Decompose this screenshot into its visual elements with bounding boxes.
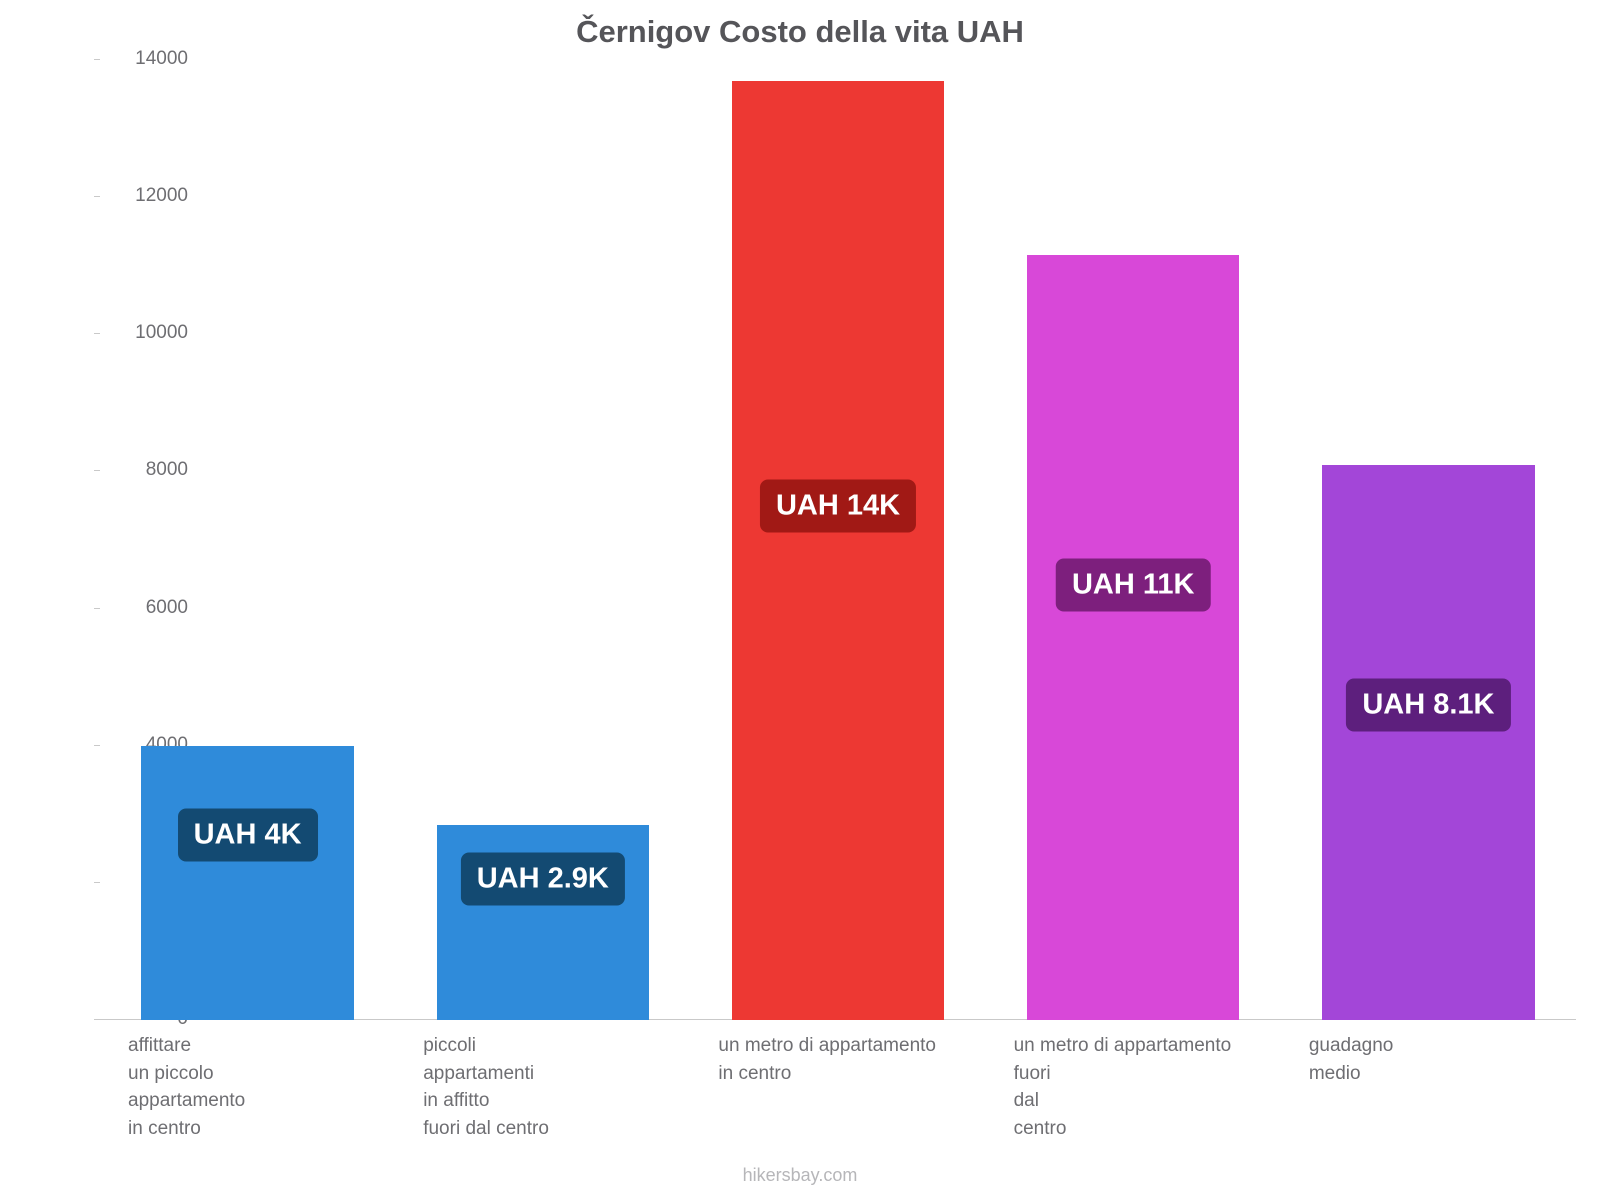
bar-value-label: UAH 4K [178, 808, 318, 861]
bar-sqm-outside [1027, 255, 1240, 1020]
cost-of-living-chart: Černigov Costo della vita UAH 0200040006… [0, 0, 1600, 1200]
x-label: affittare un piccolo appartamento in cen… [100, 1032, 395, 1142]
bar-sqm-center [732, 81, 945, 1020]
x-label: piccoli appartamenti in affitto fuori da… [395, 1032, 690, 1142]
bar-slot: UAH 2.9K [395, 60, 690, 1020]
bar-value-label: UAH 8.1K [1346, 678, 1510, 731]
bar-avg-income [1322, 465, 1535, 1020]
bar-rent-small-center [141, 746, 354, 1020]
bar-value-label: UAH 14K [760, 479, 916, 532]
x-label: guadagno medio [1281, 1032, 1576, 1142]
bars-container: UAH 4K UAH 2.9K UAH 14K UAH 11K UAH 8.1K [100, 60, 1576, 1020]
bar-slot: UAH 8.1K [1281, 60, 1576, 1020]
x-axis-labels: affittare un piccolo appartamento in cen… [100, 1032, 1576, 1142]
bar-slot: UAH 11K [986, 60, 1281, 1020]
bar-slot: UAH 14K [690, 60, 985, 1020]
bar-slot: UAH 4K [100, 60, 395, 1020]
chart-title: Černigov Costo della vita UAH [0, 14, 1600, 50]
bar-value-label: UAH 2.9K [461, 853, 625, 906]
bar-value-label: UAH 11K [1056, 558, 1211, 611]
credit-text: hikersbay.com [0, 1165, 1600, 1186]
x-label: un metro di appartamento fuori dal centr… [986, 1032, 1281, 1142]
x-label: un metro di appartamento in centro [690, 1032, 985, 1142]
